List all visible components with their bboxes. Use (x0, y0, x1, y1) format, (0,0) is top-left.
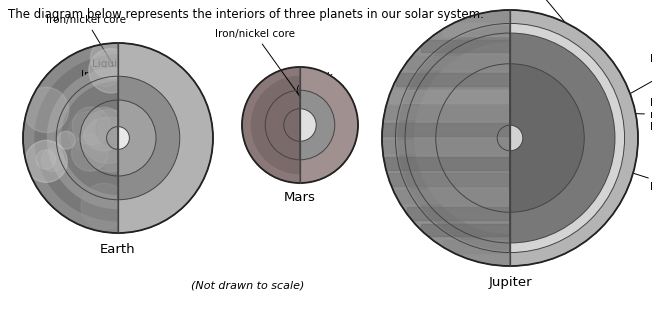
Wedge shape (510, 10, 638, 266)
Text: Iron/nickel core: Iron/nickel core (215, 29, 307, 106)
Text: (Not drawn to scale): (Not drawn to scale) (191, 281, 304, 291)
Circle shape (25, 140, 67, 182)
Text: Mars: Mars (284, 191, 316, 204)
Bar (389, 90, 510, 103)
Wedge shape (118, 43, 213, 233)
Wedge shape (251, 76, 300, 174)
Bar (406, 207, 510, 220)
Bar (396, 190, 510, 203)
Text: Molecular hydrogen gas
changing to liquid at base: Molecular hydrogen gas changing to liqui… (432, 0, 582, 42)
Circle shape (83, 107, 126, 151)
Circle shape (37, 150, 55, 169)
Text: Rock
(silicates): Rock (silicates) (100, 87, 151, 132)
Wedge shape (300, 90, 334, 160)
Bar (406, 56, 510, 69)
Circle shape (68, 112, 109, 152)
Text: Iron/nickel core: Iron/nickel core (46, 15, 135, 102)
Circle shape (57, 131, 75, 149)
Circle shape (23, 87, 68, 132)
Circle shape (72, 134, 108, 171)
Circle shape (41, 149, 65, 172)
Bar (421, 39, 510, 52)
Wedge shape (510, 125, 523, 151)
Wedge shape (47, 67, 118, 209)
Circle shape (91, 38, 131, 79)
Circle shape (89, 53, 123, 87)
Wedge shape (35, 54, 118, 222)
Text: Earth: Earth (100, 243, 136, 256)
Wedge shape (382, 10, 510, 266)
Wedge shape (300, 109, 316, 141)
Wedge shape (397, 25, 510, 251)
Circle shape (81, 183, 127, 229)
Wedge shape (118, 100, 156, 176)
Text: Liquid
Iron/nickel: Liquid Iron/nickel (81, 59, 141, 118)
Bar (385, 157, 510, 170)
Bar (382, 140, 510, 153)
Text: The diagram below represents the interiors of three planets in our solar system.: The diagram below represents the interio… (8, 8, 484, 21)
Bar (389, 173, 510, 186)
Text: Rock
(silicates): Rock (silicates) (295, 72, 346, 102)
Wedge shape (23, 43, 118, 233)
Text: Liquid
metallic
hydrogen: Liquid metallic hydrogen (602, 98, 652, 131)
Wedge shape (118, 76, 180, 200)
Wedge shape (510, 64, 584, 212)
Bar (421, 224, 510, 236)
Wedge shape (510, 23, 625, 253)
Circle shape (81, 110, 134, 163)
Wedge shape (61, 81, 118, 195)
Circle shape (84, 118, 119, 152)
Circle shape (96, 113, 128, 146)
Circle shape (104, 154, 123, 173)
Bar (443, 23, 510, 36)
Wedge shape (300, 67, 358, 183)
Bar (443, 240, 510, 253)
Circle shape (72, 107, 110, 145)
Wedge shape (118, 126, 129, 149)
Wedge shape (510, 33, 615, 243)
Circle shape (82, 117, 136, 172)
Text: Jupiter: Jupiter (488, 276, 532, 289)
Bar (396, 73, 510, 86)
Bar (385, 106, 510, 119)
Bar (382, 123, 510, 136)
Wedge shape (414, 42, 510, 234)
Text: Rock core: Rock core (526, 139, 652, 192)
Circle shape (89, 49, 133, 93)
Wedge shape (242, 67, 300, 183)
Text: Liquid hydrogen: Liquid hydrogen (622, 54, 652, 98)
